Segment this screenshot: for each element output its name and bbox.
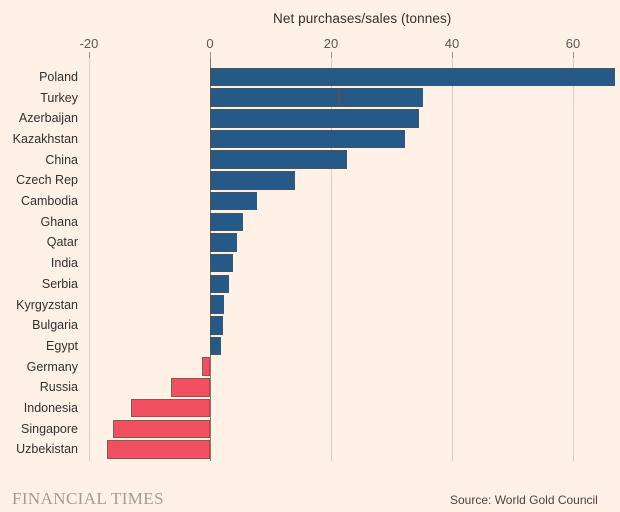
x-axis-tick-label: -20 (79, 36, 99, 51)
category-label-serbia: Serbia (41, 276, 78, 291)
bar-india (210, 253, 233, 273)
bar-egypt (210, 336, 221, 356)
axis-tick-mark (572, 52, 574, 58)
x-axis-tick-label: 0 (206, 36, 214, 51)
category-label-ghana: Ghana (40, 214, 78, 229)
bar-segment-divider (337, 88, 340, 107)
axis-tick-mark (330, 52, 332, 58)
bar-indonesia (131, 398, 210, 418)
ft-wordmark: FINANCIAL TIMES (12, 489, 164, 508)
category-label-kazakhstan: Kazakhstan (12, 131, 78, 146)
category-label-qatar: Qatar (46, 235, 78, 250)
x-axis-tick-label: 40 (444, 36, 460, 51)
x-axis-tick-label: 20 (323, 36, 339, 51)
bar-czech-rep (210, 171, 295, 190)
category-label-kyrgyzstan: Kyrgyzstan (16, 297, 78, 312)
category-label-cambodia: Cambodia (21, 194, 78, 209)
bar-serbia (210, 274, 229, 294)
category-label-azerbaijan: Azerbaijan (18, 111, 78, 126)
bar-qatar (210, 233, 237, 252)
bar-china (210, 150, 347, 169)
category-label-germany: Germany (26, 359, 78, 374)
bar-russia (170, 378, 210, 397)
axis-tick-mark (209, 52, 211, 58)
category-label-russia: Russia (39, 380, 78, 395)
axis-tick-mark (451, 52, 453, 58)
category-label-uzbekistan: Uzbekistan (16, 442, 78, 457)
category-label-bulgaria: Bulgaria (32, 318, 78, 333)
bar-cambodia (210, 191, 258, 211)
source-credit: Source: World Gold Council (450, 493, 598, 507)
bar-ghana (210, 212, 244, 231)
bar-poland (210, 67, 616, 87)
bar-turkey (210, 88, 423, 107)
bar-kyrgyzstan (210, 295, 224, 314)
axis-tick-mark (88, 52, 90, 58)
bar-bulgaria (210, 316, 223, 335)
category-label-india: India (50, 256, 78, 271)
category-label-indonesia: Indonesia (23, 401, 78, 416)
category-label-poland: Poland (39, 69, 78, 84)
bar-uzbekistan (107, 440, 210, 459)
bar-singapore (113, 419, 210, 438)
gridline (330, 58, 332, 461)
gridline (88, 58, 90, 461)
gridline (451, 58, 453, 461)
category-label-china: China (45, 152, 78, 167)
category-label-czech-rep: Czech Rep (16, 173, 78, 188)
category-label-egypt: Egypt (46, 338, 78, 353)
bar-kazakhstan (210, 129, 405, 149)
gridline (572, 58, 574, 461)
category-label-turkey: Turkey (40, 90, 78, 105)
bar-germany (201, 357, 210, 376)
x-axis-tick-label: 60 (565, 36, 581, 51)
bar-azerbaijan (210, 109, 420, 128)
category-label-singapore: Singapore (21, 421, 78, 436)
chart-title: Net purchases/sales (tonnes) (273, 11, 452, 26)
